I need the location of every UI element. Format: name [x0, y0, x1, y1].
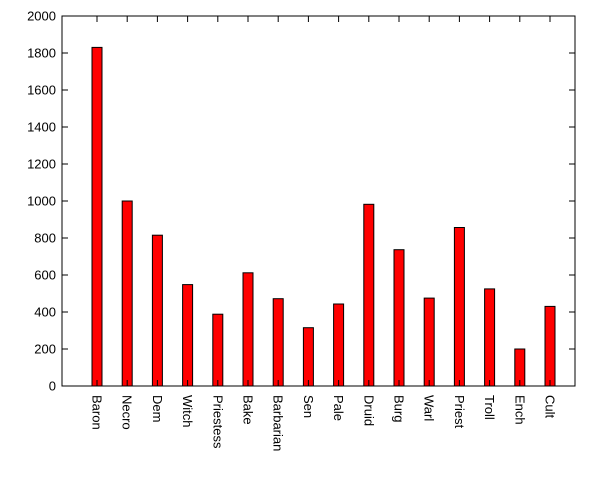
y-ticks-group: 0 200 400 600 800 1000 1200 1400 1600 1800 2000 [27, 9, 575, 394]
x-tick-label-necro: Necro [120, 395, 135, 430]
y-tick-label: 0 [49, 379, 56, 394]
x-ticks-group: Baron Necro Dem Witch Priestess Bake Barbarian… [90, 16, 558, 451]
y-tick-label: 600 [34, 268, 56, 283]
y-tick-label: 2000 [27, 9, 56, 24]
x-tick-label-dem: Dem [150, 395, 165, 422]
bar-necro [121, 200, 133, 387]
y-tick-label: 1200 [27, 157, 56, 172]
x-tick-label-barbarian: Barbarian [271, 395, 286, 451]
bars-group [91, 46, 556, 387]
bar-priest [453, 227, 465, 387]
bar-priestess [212, 313, 224, 387]
x-tick-label-bake: Bake [241, 395, 256, 425]
y-tick-label: 1600 [27, 83, 56, 98]
y-tick-label: 1000 [27, 194, 56, 209]
x-tick-label-ench: Ench [512, 395, 527, 425]
bar-bake [242, 272, 254, 387]
bar-pale [333, 303, 345, 387]
x-tick-label-cult: Cult [543, 395, 558, 419]
x-tick-label-baron: Baron [90, 395, 105, 430]
x-tick-label-burg: Burg [392, 395, 407, 422]
bar-dem [151, 234, 163, 387]
x-tick-label-sen: Sen [301, 395, 316, 418]
bar-barbarian [272, 298, 284, 387]
axes-group [61, 15, 576, 387]
bar-sen [302, 327, 314, 387]
x-tick-label-warl: Warl [422, 395, 437, 421]
x-tick-label-druid: Druid [361, 395, 376, 426]
bar-burg [393, 249, 405, 387]
y-tick-label: 200 [34, 342, 56, 357]
plot-frame [61, 15, 576, 387]
x-tick-label-witch: Witch [180, 395, 195, 428]
bar-witch [182, 284, 194, 387]
x-tick-label-troll: Troll [482, 395, 497, 420]
bar-troll [484, 288, 496, 387]
y-tick-label: 1400 [27, 120, 56, 135]
bar-cult [544, 305, 556, 387]
bar-warl [423, 297, 435, 387]
y-tick-label: 800 [34, 231, 56, 246]
x-tick-label-priestess: Priestess [210, 395, 225, 449]
x-tick-label-pale: Pale [331, 395, 346, 421]
x-tick-label-priest: Priest [452, 395, 467, 429]
bar-druid [363, 203, 375, 387]
y-tick-label: 1800 [27, 46, 56, 61]
bar-baron [91, 46, 103, 387]
y-tick-label: 400 [34, 305, 56, 320]
